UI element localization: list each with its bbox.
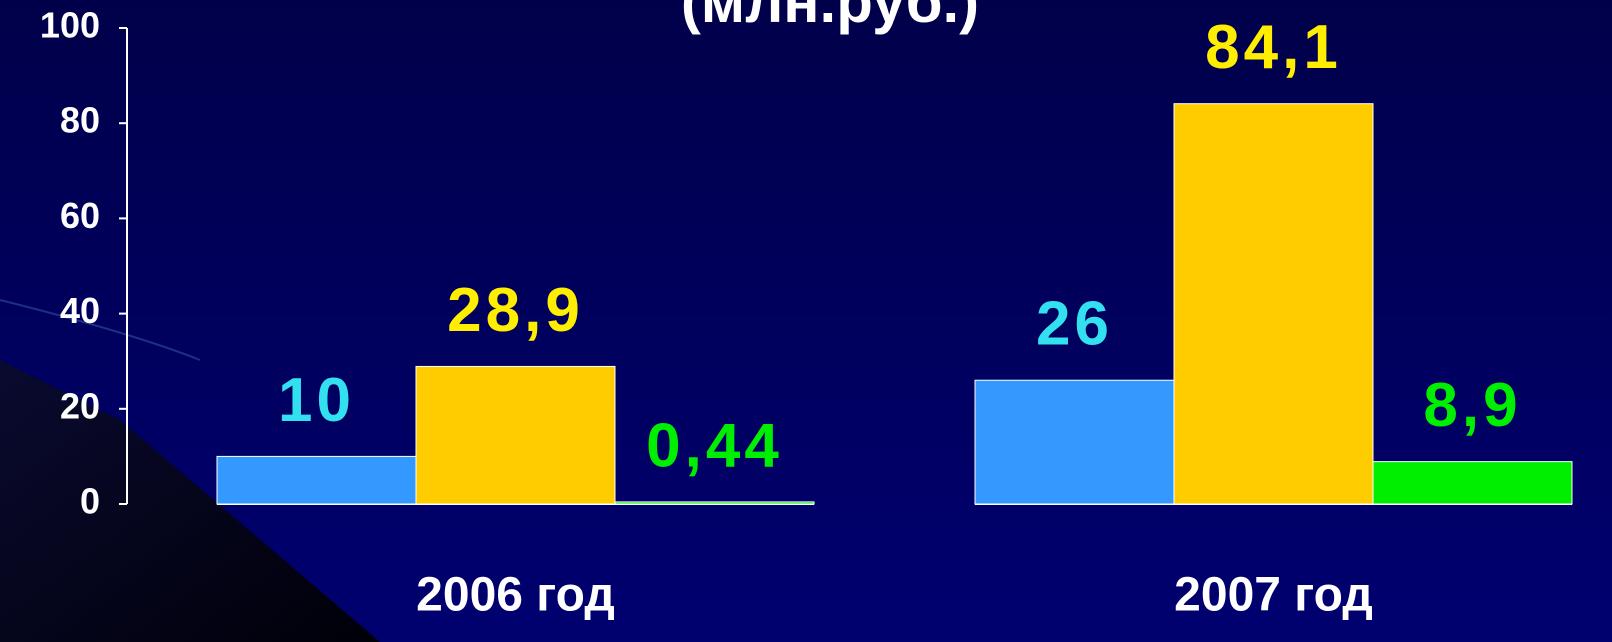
value-label: 84,1 xyxy=(1205,13,1342,82)
y-tick-label: 80 xyxy=(60,100,100,141)
value-label: 0,44 xyxy=(646,411,783,480)
y-tick-label: 0 xyxy=(80,481,100,522)
value-label: 28,9 xyxy=(447,276,584,345)
chart-title: (млн.руб.) xyxy=(681,0,979,35)
value-label: 8,9 xyxy=(1423,371,1521,440)
background-shape xyxy=(0,360,380,642)
x-tick-label: 2007 год xyxy=(1174,569,1373,622)
bar xyxy=(415,365,616,505)
y-tick-label: 20 xyxy=(60,385,100,426)
y-tick-label: 60 xyxy=(60,195,100,236)
background-curve xyxy=(0,299,201,361)
bar xyxy=(1372,461,1573,505)
bar xyxy=(974,379,1175,505)
bar xyxy=(1173,103,1374,505)
bar xyxy=(614,501,815,505)
value-label: 26 xyxy=(1036,290,1113,359)
x-tick-label: 2006 год xyxy=(416,569,615,622)
value-label: 10 xyxy=(278,366,355,435)
y-tick-label: 40 xyxy=(60,290,100,331)
bar xyxy=(216,455,417,505)
y-tick-label: 100 xyxy=(40,5,100,46)
